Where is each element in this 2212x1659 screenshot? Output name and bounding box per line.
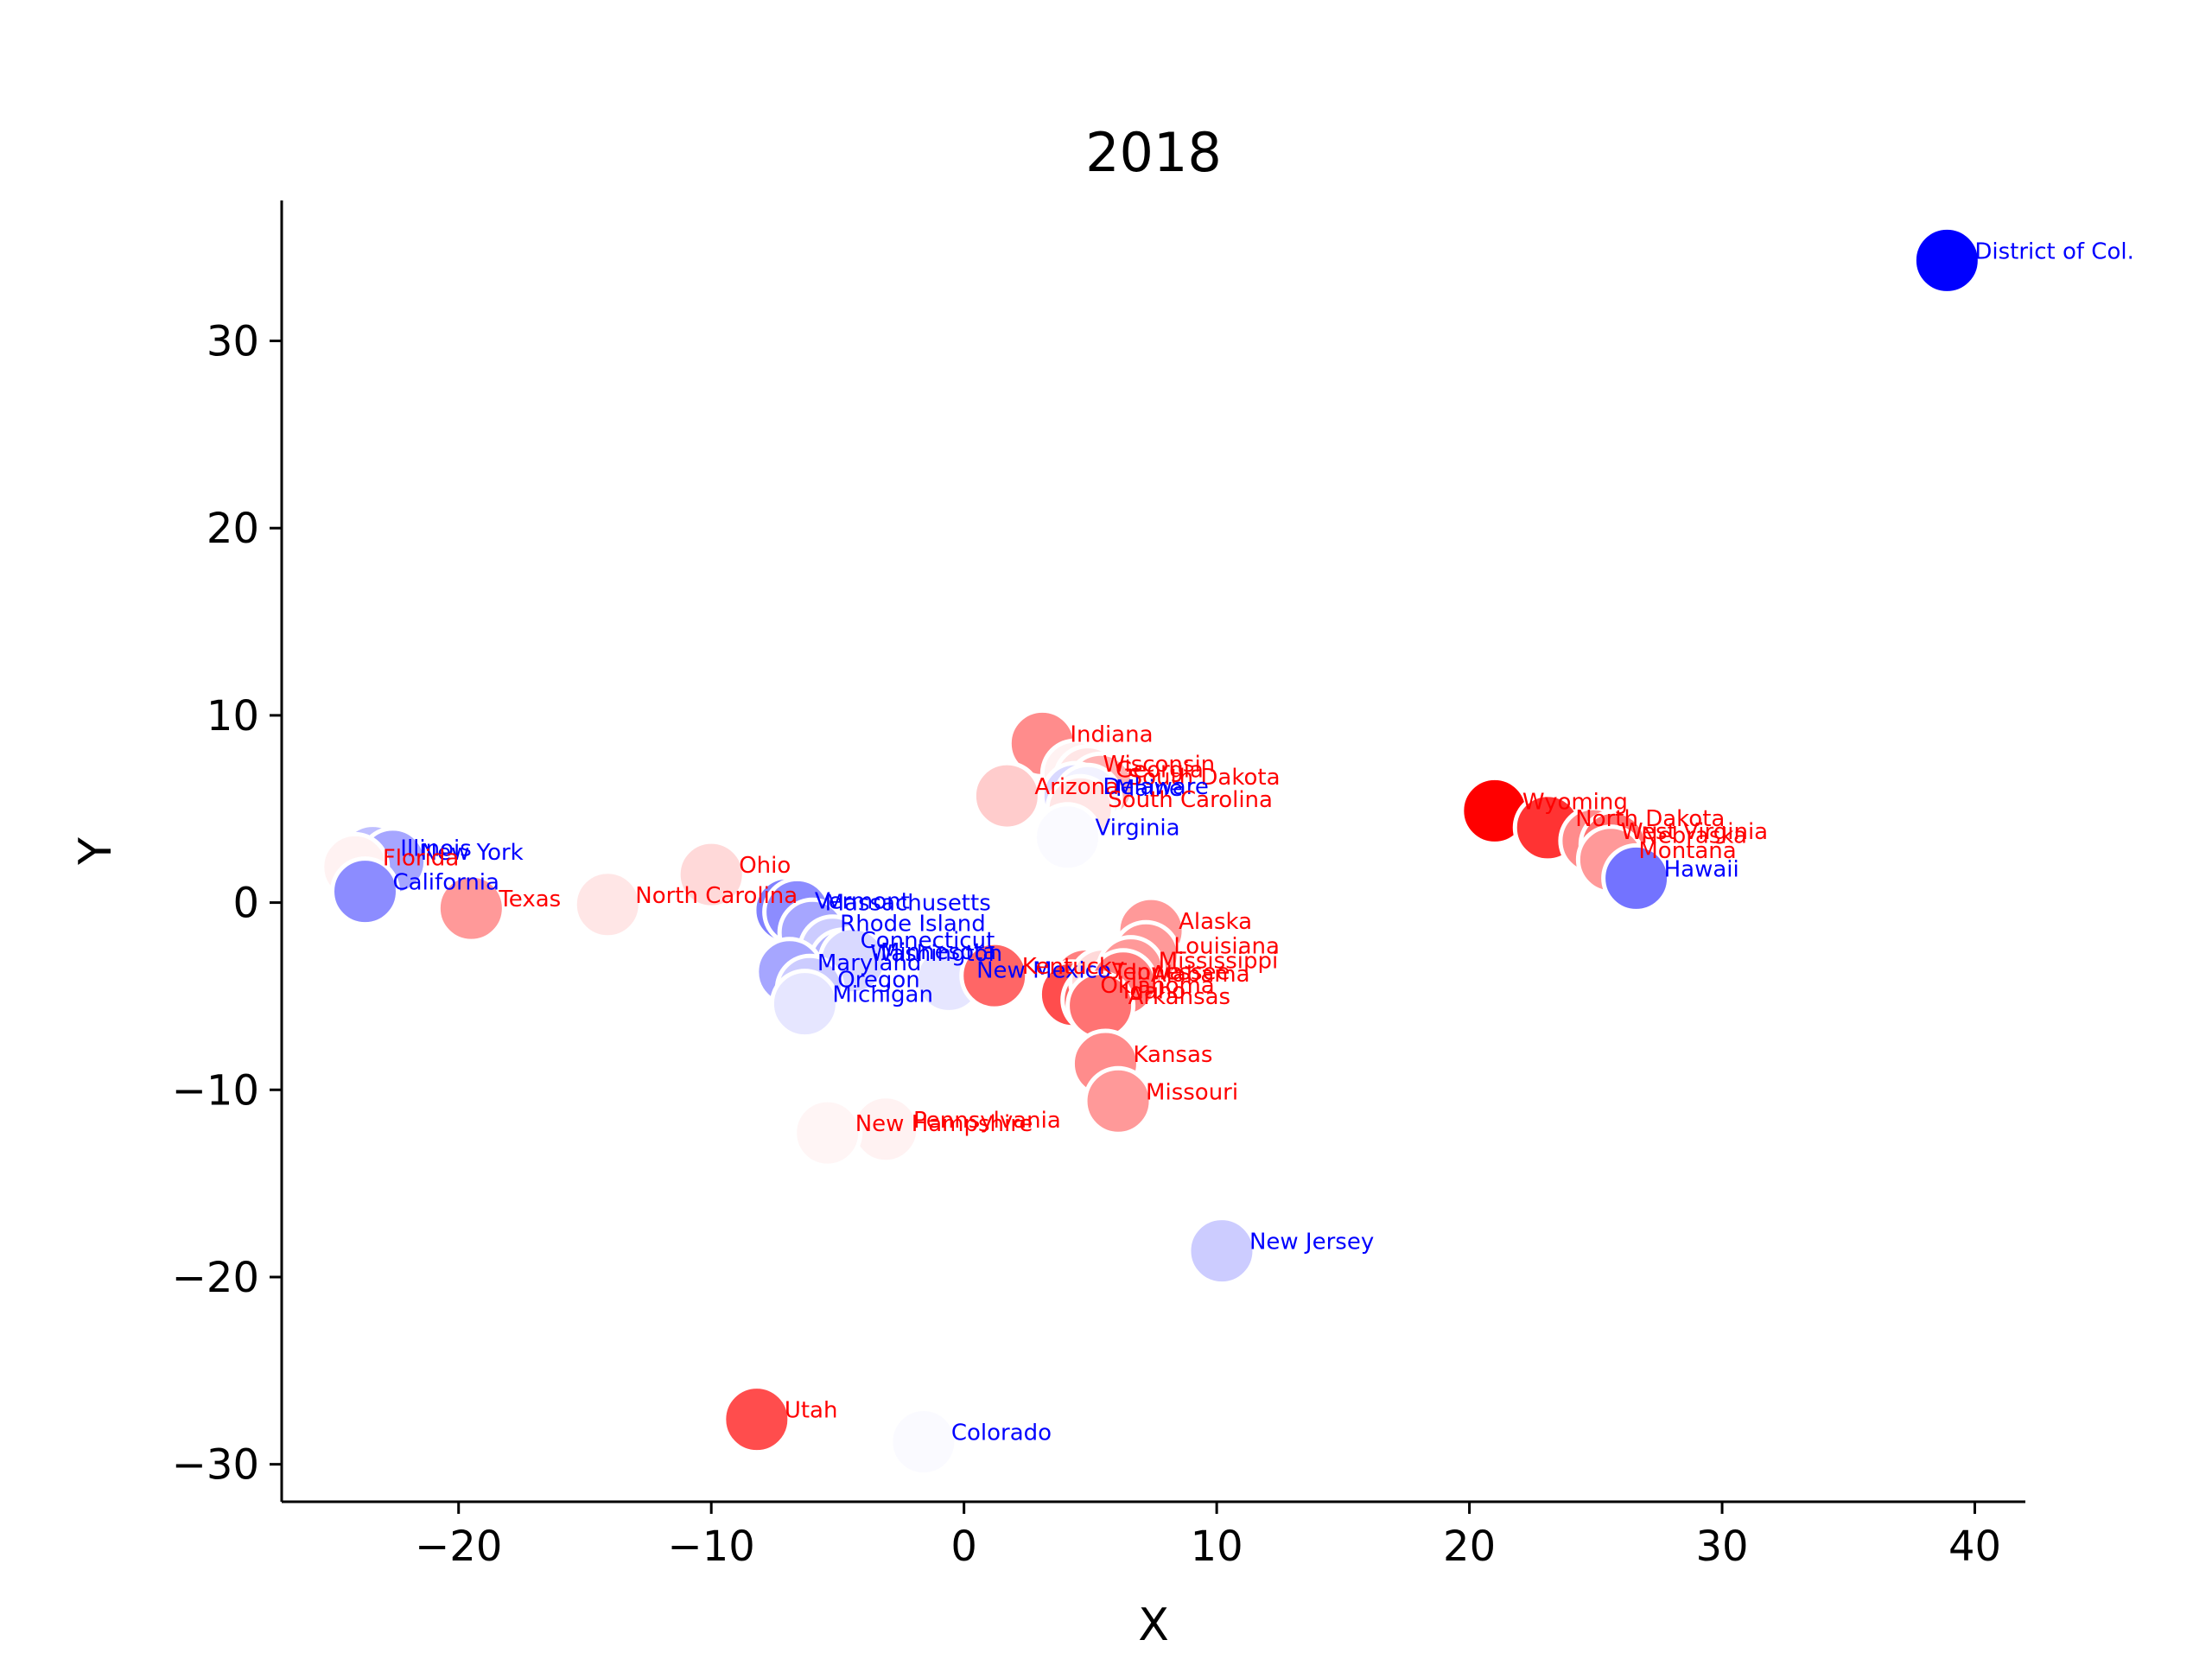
data-point	[1911, 225, 1982, 296]
data-point	[676, 839, 747, 910]
point-label: Tennessee	[1112, 960, 1230, 986]
point-label: New York	[421, 840, 524, 866]
point-label: South Carolina	[1108, 787, 1273, 813]
point-label: Oregon	[837, 967, 919, 993]
x-ticks: −20 −10 0 10 20 30 40	[415, 1502, 2001, 1571]
point-label: Maine	[1116, 776, 1183, 802]
point-label: Oklahoma	[1100, 973, 1214, 999]
data-point	[959, 940, 1030, 1011]
point-label: Illinois	[400, 836, 472, 862]
point-label: North Carolina	[635, 883, 798, 909]
data-point	[792, 1097, 863, 1168]
data-point	[1083, 1065, 1154, 1136]
x-tick-label: −20	[415, 1522, 502, 1571]
point-label: North Dakota	[1575, 806, 1725, 832]
point-label: Georgia	[1116, 758, 1204, 784]
x-axis-label: X	[1138, 1599, 1169, 1651]
point-label: Idaho	[1123, 978, 1186, 1004]
point-label: Hawaii	[1664, 856, 1739, 882]
point-label: Kansas	[1133, 1042, 1212, 1068]
point-label: Vermont	[815, 888, 910, 914]
y-ticks: −30 −20 −10 0 10 20 30	[172, 318, 282, 1490]
data-point	[572, 869, 643, 940]
y-tick-label: 20	[207, 505, 259, 553]
data-point	[435, 873, 506, 944]
point-label: Ohio	[739, 853, 791, 879]
x-tick-label: −10	[668, 1522, 755, 1571]
x-tick-label: 0	[950, 1522, 977, 1571]
point-label: Kentucky	[1022, 954, 1125, 980]
y-tick-label: 30	[207, 318, 259, 366]
y-tick-label: 10	[207, 692, 259, 741]
point-label: California	[393, 870, 499, 896]
point-label: Massachusetts	[825, 890, 991, 916]
x-tick-label: 20	[1443, 1522, 1496, 1571]
point-label: District of Col.	[1974, 238, 2134, 264]
data-point	[888, 1407, 959, 1478]
point-label: Virginia	[1096, 816, 1180, 842]
point-label: New Hampshire	[855, 1111, 1033, 1137]
point-label: Rhode Island	[840, 911, 986, 937]
point-label: Indiana	[1070, 721, 1153, 747]
point-label: Arkansas	[1128, 984, 1231, 1010]
point-label: Nebraska	[1641, 823, 1747, 849]
point-label: Alabama	[1151, 962, 1250, 988]
point-label: Wyoming	[1522, 789, 1628, 815]
point-label: Montana	[1638, 838, 1736, 864]
y-axis-label: Y	[70, 837, 122, 866]
data-point	[721, 1384, 792, 1455]
point-label: Michigan	[832, 982, 933, 1008]
point-label: Colorado	[951, 1421, 1052, 1446]
point-label: Arizona	[1034, 774, 1119, 800]
point-label: Florida	[383, 845, 459, 871]
labels-layer: District of Col. Indiana ArizonaWisconsinG…	[383, 238, 2134, 1446]
points-layer	[320, 225, 1982, 1478]
point-label: Louisiana	[1173, 933, 1280, 959]
point-label: Missouri	[1146, 1079, 1238, 1105]
point-label: Connecticut	[861, 928, 995, 954]
x-tick-label: 10	[1191, 1522, 1243, 1571]
point-label: Wisconsin	[1103, 752, 1215, 778]
point-label: Mississippi	[1159, 949, 1279, 975]
point-label: Utah	[785, 1398, 838, 1424]
point-label: New Jersey	[1249, 1230, 1374, 1255]
x-tick-label: 30	[1696, 1522, 1749, 1571]
data-point	[330, 856, 401, 927]
x-tick-label: 40	[1948, 1522, 2001, 1571]
point-label: Iowa	[1131, 960, 1184, 986]
y-tick-label: −10	[172, 1066, 259, 1115]
point-label: Delaware	[1103, 774, 1208, 800]
point-label: Washington	[870, 941, 1002, 967]
y-tick-label: −30	[172, 1441, 259, 1490]
data-point	[1601, 842, 1672, 913]
point-label: South Dakota	[1128, 765, 1281, 791]
point-label: New Mexico	[976, 957, 1111, 983]
point-label: Minnesota	[880, 939, 996, 965]
data-point	[1033, 802, 1103, 873]
data-point	[769, 969, 840, 1039]
y-tick-label: 0	[232, 880, 259, 928]
y-tick-label: −20	[172, 1254, 259, 1302]
point-label: Alaska	[1179, 909, 1252, 935]
point-label: Pennsylvania	[913, 1108, 1061, 1134]
data-point	[1186, 1216, 1257, 1287]
point-label: Texas	[498, 887, 561, 912]
point-label: Maryland	[817, 950, 922, 976]
chart-title: 2018	[1085, 121, 1222, 184]
point-label: West Virginia	[1621, 819, 1768, 845]
data-point	[971, 760, 1042, 831]
